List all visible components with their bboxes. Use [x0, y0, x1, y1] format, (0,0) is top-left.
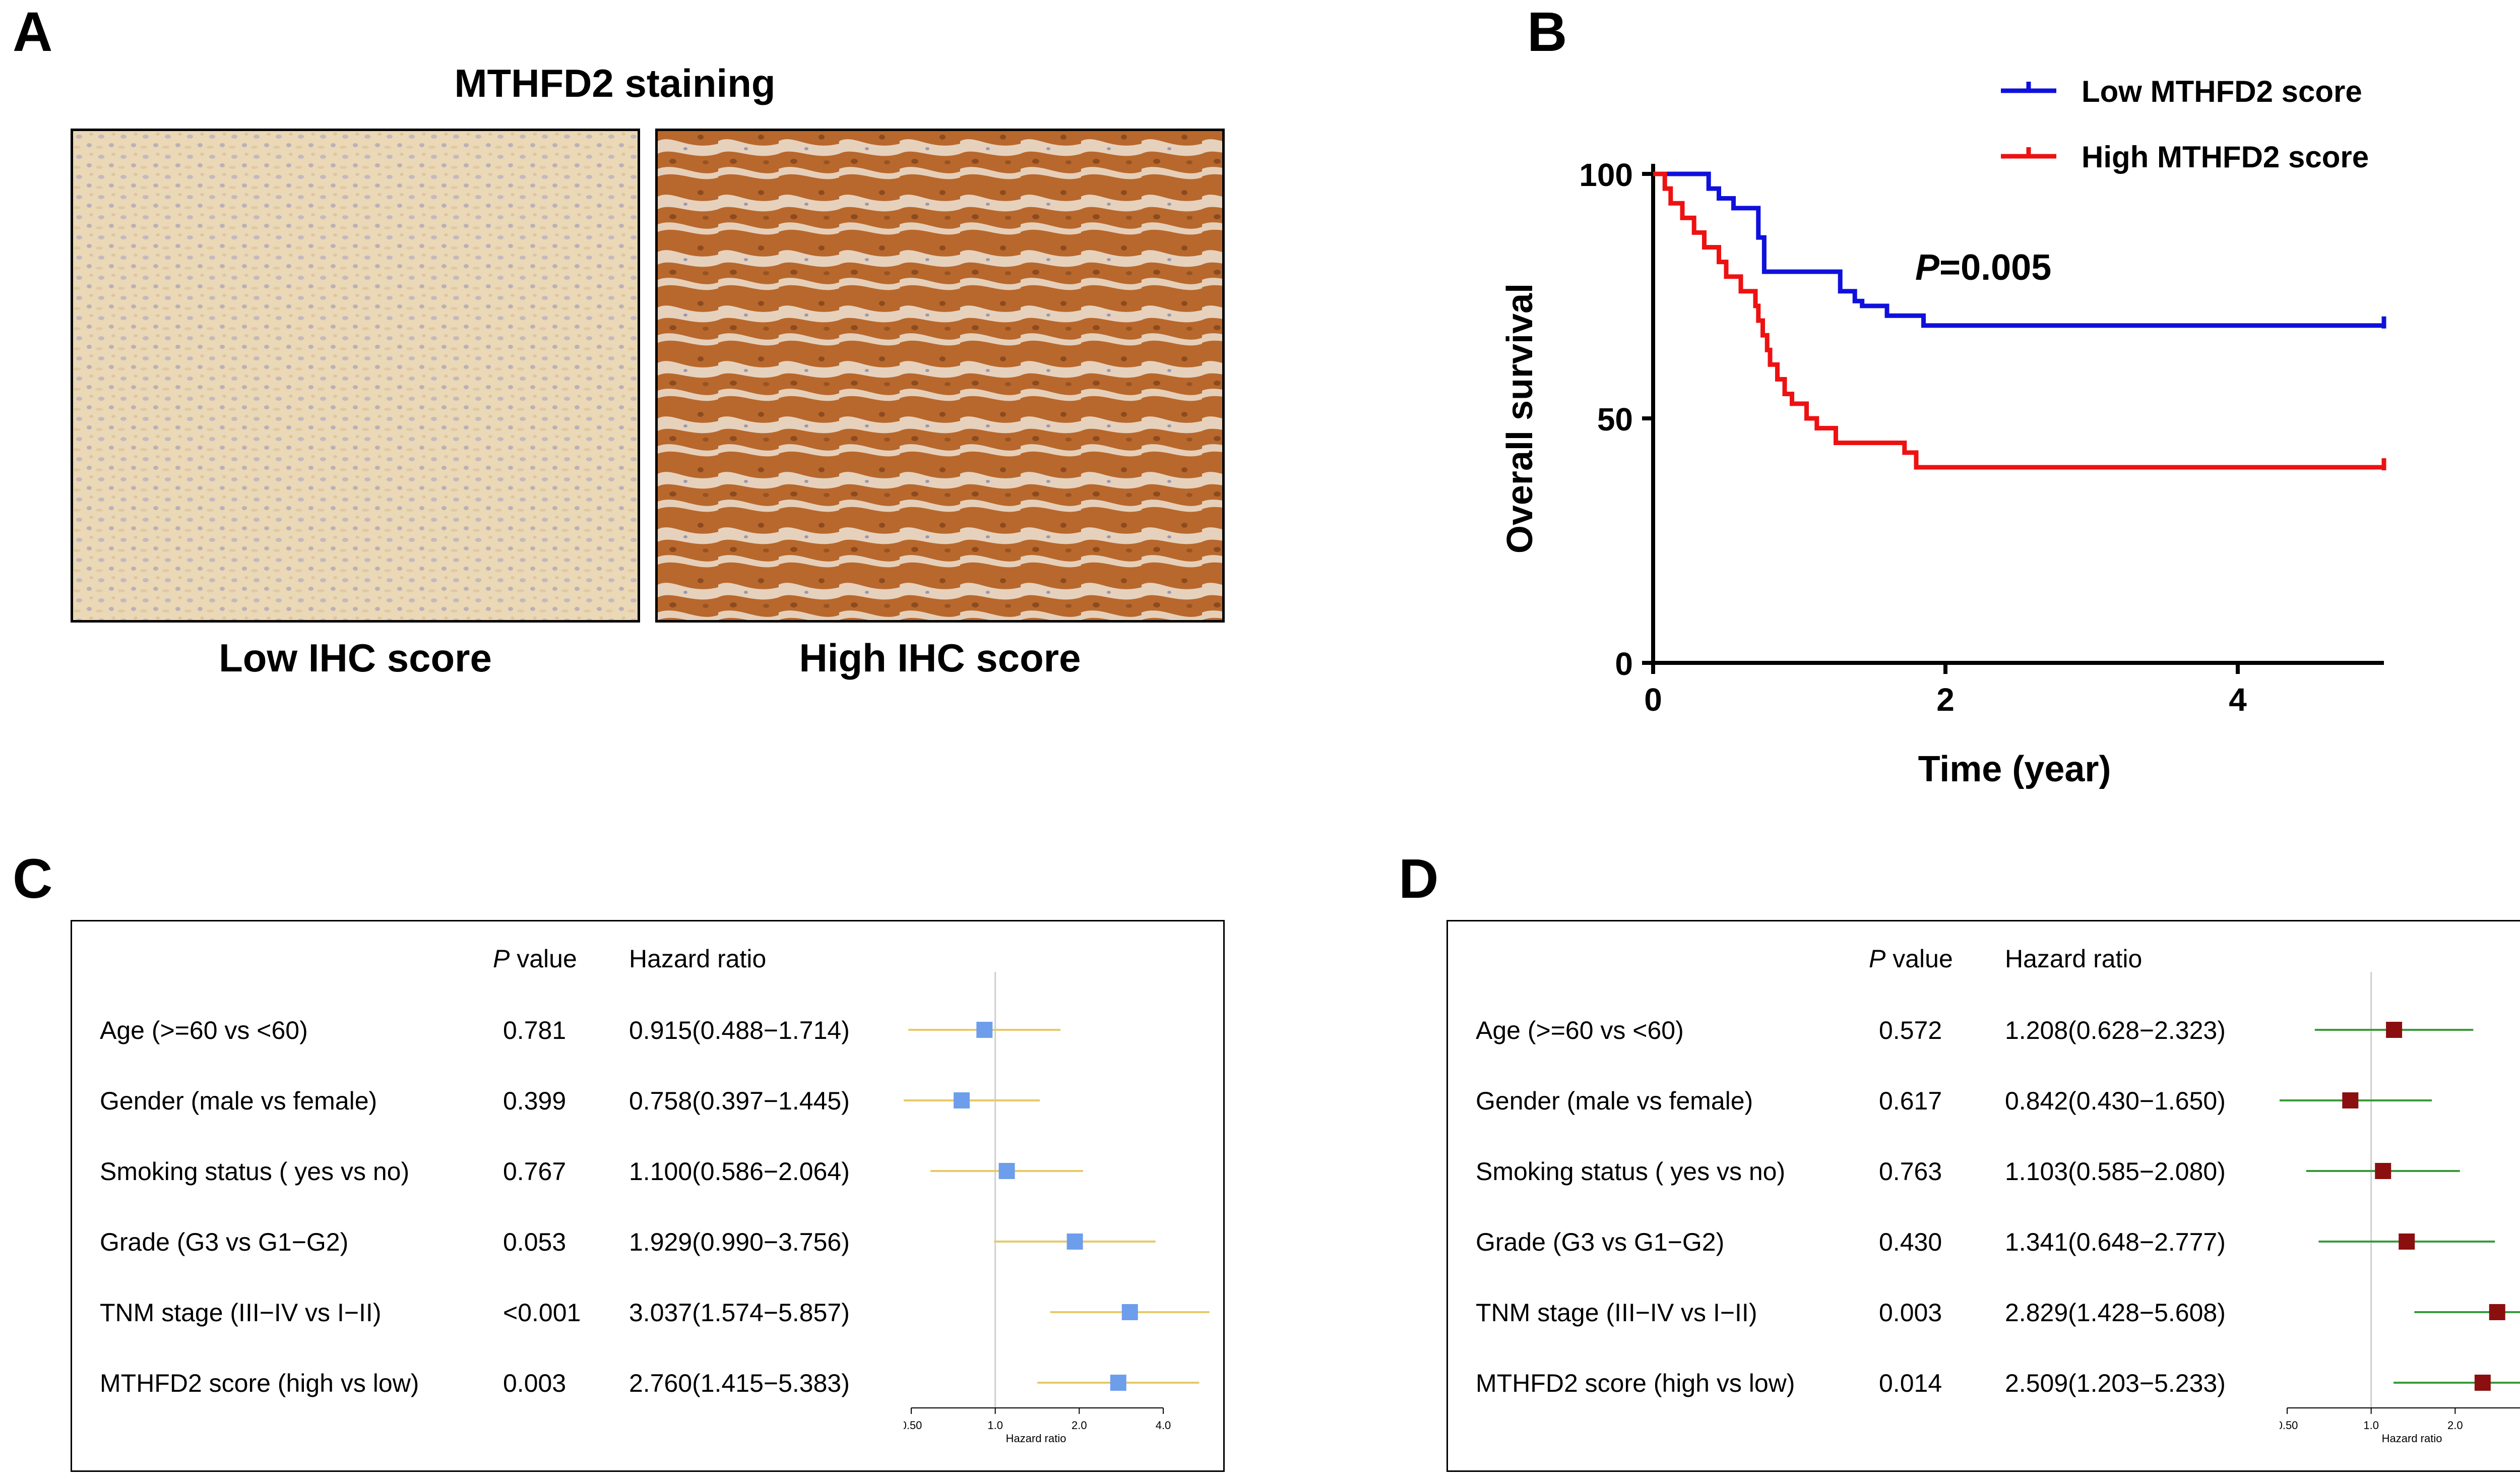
- row-label: Age (>=60 vs <60): [1476, 1016, 1684, 1044]
- header-p-value: P value: [493, 944, 577, 973]
- header-p-value: P value: [1869, 944, 1953, 973]
- row-p-value: 0.767: [503, 1157, 566, 1186]
- survival-curve-1: [1653, 171, 2384, 470]
- survival-axes: 0 50 100 0 2 4: [1579, 157, 2384, 718]
- row-p-value: 0.014: [1879, 1369, 1942, 1397]
- row-hazard-ratio: 3.037(1.574−5.857): [629, 1299, 850, 1327]
- row-p-value: 0.763: [1879, 1157, 1942, 1186]
- ihc-low-texture: [73, 131, 638, 620]
- hr-tick-label: 1.0: [2363, 1419, 2379, 1432]
- survival-legend: Low MTHFD2 score High MTHFD2 score: [2001, 75, 2369, 174]
- forest-c-plot: 0.50 1.0 2.0 4.0 Hazard ratio: [904, 972, 1210, 1445]
- row-label: Age (>=60 vs <60): [100, 1016, 308, 1044]
- forest-d-box: P value Hazard ratio Age (>=60 vs <60) 0.57…: [1446, 920, 2520, 1472]
- panel-d-letter: D: [1399, 848, 1439, 910]
- hr-tick-label: 2.0: [1072, 1419, 1087, 1432]
- survival-curve-0: [1653, 171, 2384, 328]
- row-label: TNM stage (III−IV vs I−II): [1476, 1299, 1757, 1327]
- panel-c-letter: C: [13, 848, 53, 910]
- row-label: Smoking status ( yes vs no): [100, 1157, 410, 1186]
- row-label: Smoking status ( yes vs no): [1476, 1157, 1786, 1186]
- hr-tick-label: 4.0: [1156, 1419, 1171, 1432]
- hr-marker: [2489, 1304, 2505, 1320]
- row-label: TNM stage (III−IV vs I−II): [100, 1299, 382, 1327]
- row-p-value: 0.572: [1879, 1016, 1942, 1044]
- hr-tick-label: 0.50: [2280, 1419, 2298, 1432]
- ihc-high-texture: [658, 131, 1222, 620]
- row-label: Grade (G3 vs G1−G2): [1476, 1228, 1725, 1256]
- ihc-high-label: High IHC score: [799, 636, 1081, 680]
- panel-b-letter: B: [1527, 1, 1567, 63]
- row-hazard-ratio: 1.208(0.628−2.323): [2005, 1016, 2226, 1044]
- p-value-annotation: P=0.005: [1915, 248, 2051, 288]
- panel-a-title: MTHFD2 staining: [454, 61, 776, 105]
- hr-marker: [2474, 1375, 2491, 1391]
- hr-marker: [2386, 1022, 2403, 1038]
- legend-label-0: Low MTHFD2 score: [2082, 75, 2362, 108]
- row-label: MTHFD2 score (high vs low): [1476, 1369, 1795, 1397]
- hr-marker: [2399, 1233, 2415, 1250]
- hr-marker: [1121, 1304, 1138, 1320]
- hr-axis-label: Hazard ratio: [1006, 1432, 1066, 1445]
- x-tick-label: 4: [2229, 682, 2247, 718]
- hr-marker: [1066, 1233, 1083, 1250]
- x-tick-label: 0: [1644, 682, 1662, 718]
- row-p-value: 0.781: [503, 1016, 566, 1044]
- row-p-value: 0.617: [1879, 1087, 1942, 1115]
- row-hazard-ratio: 0.758(0.397−1.445): [629, 1087, 850, 1115]
- row-p-value: 0.003: [1879, 1299, 1942, 1327]
- y-tick-label: 100: [1579, 157, 1633, 193]
- hr-marker: [2375, 1163, 2391, 1179]
- hr-tick-label: 1.0: [987, 1419, 1003, 1432]
- row-hazard-ratio: 1.103(0.585−2.080): [2005, 1157, 2226, 1186]
- row-hazard-ratio: 2.760(1.415−5.383): [629, 1369, 850, 1397]
- hr-marker: [954, 1092, 970, 1108]
- p-value-number: =0.005: [1939, 248, 2051, 288]
- row-hazard-ratio: 0.915(0.488−1.714): [629, 1016, 850, 1044]
- survival-chart: 0 50 100 0 2 4 Low MTHFD2 score High MTHFD2 sc…: [1500, 75, 2386, 789]
- legend-label-1: High MTHFD2 score: [2082, 140, 2369, 174]
- row-p-value: <0.001: [503, 1299, 581, 1327]
- hr-marker: [976, 1022, 993, 1038]
- ihc-low-label: Low IHC score: [219, 636, 492, 680]
- row-label: Gender (male vs female): [1476, 1087, 1753, 1115]
- x-tick-label: 2: [1936, 682, 1955, 718]
- panel-a-letter: A: [13, 1, 53, 63]
- header-p-rest: value: [510, 945, 577, 973]
- row-hazard-ratio: 1.341(0.648−2.777): [2005, 1228, 2226, 1256]
- survival-y-label: Overall survival: [1500, 283, 1540, 553]
- hr-marker: [2342, 1092, 2359, 1108]
- y-tick-label: 50: [1597, 401, 1633, 438]
- y-tick-label: 0: [1615, 646, 1633, 682]
- row-p-value: 0.053: [503, 1228, 566, 1256]
- header-hazard-ratio: Hazard ratio: [2005, 945, 2143, 973]
- survival-curves: [1653, 171, 2386, 470]
- row-label: MTHFD2 score (high vs low): [100, 1369, 419, 1397]
- hr-tick-label: 0.50: [904, 1419, 922, 1432]
- row-label: Gender (male vs female): [100, 1087, 377, 1115]
- ihc-low-image: [71, 129, 640, 623]
- hr-axis-label: Hazard ratio: [2382, 1432, 2442, 1445]
- hr-marker: [1110, 1375, 1126, 1391]
- hr-marker: [998, 1163, 1015, 1179]
- survival-x-label: Time (year): [1918, 749, 2111, 789]
- row-hazard-ratio: 0.842(0.430−1.650): [2005, 1087, 2226, 1115]
- row-hazard-ratio: 2.829(1.428−5.608): [2005, 1299, 2226, 1327]
- p-value-italic: P: [1915, 248, 1940, 288]
- ihc-high-image: [655, 129, 1225, 623]
- header-p-rest: value: [1885, 945, 1953, 973]
- row-p-value: 0.430: [1879, 1228, 1942, 1256]
- header-p-italic: P: [493, 945, 510, 973]
- hr-tick-label: 2.0: [2447, 1419, 2463, 1432]
- forest-c-box: P value Hazard ratio Age (>=60 vs <60) 0.78…: [71, 920, 1225, 1472]
- header-hazard-ratio: Hazard ratio: [629, 945, 767, 973]
- row-p-value: 0.003: [503, 1369, 566, 1397]
- row-p-value: 0.399: [503, 1087, 566, 1115]
- row-hazard-ratio: 2.509(1.203−5.233): [2005, 1369, 2226, 1397]
- row-label: Grade (G3 vs G1−G2): [100, 1228, 349, 1256]
- row-hazard-ratio: 1.929(0.990−3.756): [629, 1228, 850, 1256]
- header-p-italic: P: [1869, 945, 1886, 973]
- row-hazard-ratio: 1.100(0.586−2.064): [629, 1157, 850, 1186]
